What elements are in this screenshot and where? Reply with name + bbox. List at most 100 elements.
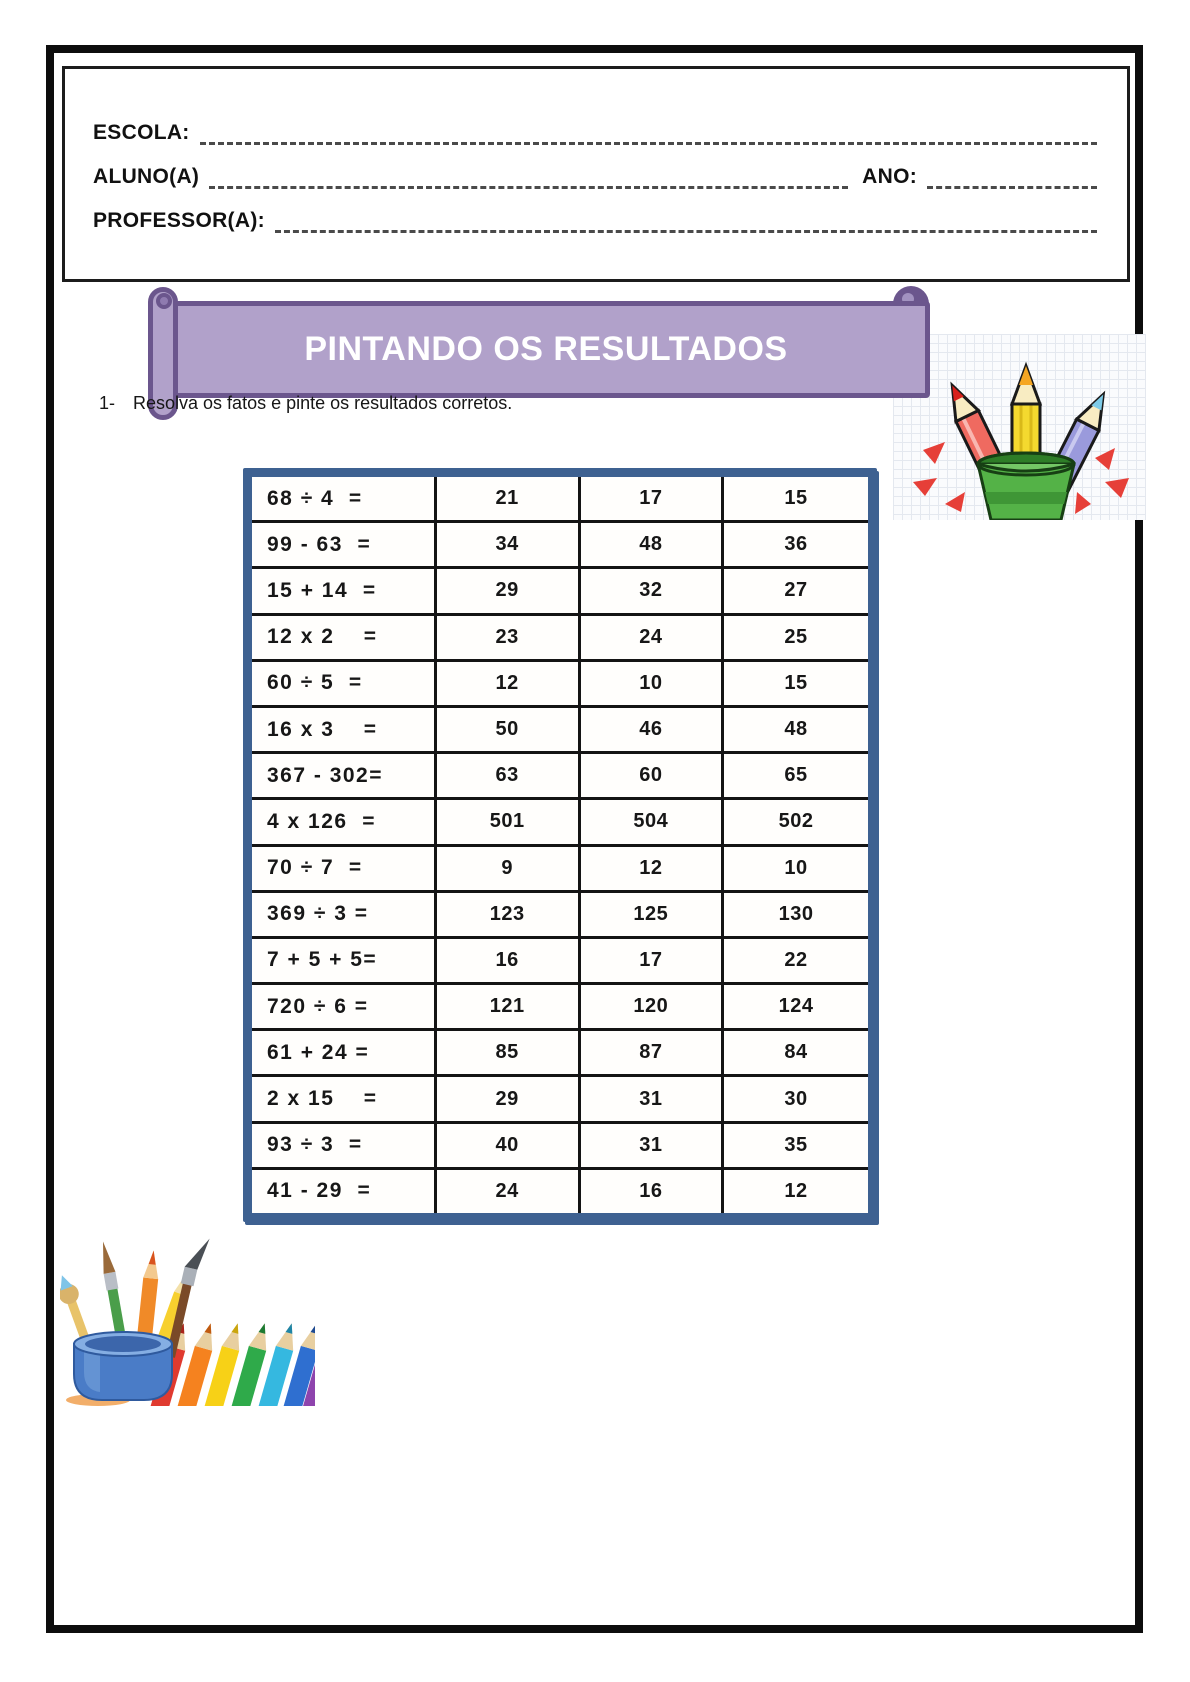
answer-option-cell[interactable]: 21	[437, 477, 581, 521]
answer-option-cell[interactable]: 46	[581, 707, 725, 752]
answer-option-cell[interactable]: 40	[437, 1123, 581, 1167]
answer-option-cell[interactable]: 34	[437, 523, 581, 567]
table-row: 61 + 24 = 85 87 84	[252, 1031, 868, 1078]
answer-option-cell[interactable]: 48	[784, 718, 808, 741]
answer-option-cell[interactable]: 22	[784, 948, 808, 971]
expression-cell: 93 ÷ 3 =	[252, 1123, 437, 1167]
field-row-escola: ESCOLA:	[93, 121, 1097, 145]
answer-option-cell[interactable]: 15	[784, 487, 808, 510]
student-info-box: ESCOLA: ALUNO(A) ANO: PROFESSOR(A):	[62, 66, 1130, 282]
paintbrushes-and-pencils-icon	[60, 1238, 315, 1406]
answer-option-cell[interactable]: 121	[437, 985, 581, 1029]
answer-option-cell[interactable]: 502	[778, 810, 814, 833]
expression-cell: 367 - 302=	[252, 754, 437, 798]
expression-cell: 68 ÷ 4 =	[252, 477, 437, 521]
expression-cell: 12 x 2 =	[252, 615, 437, 659]
answer-option-cell[interactable]: 29	[437, 1077, 581, 1121]
table-row: 4 x 126 = 501 504 502	[252, 800, 868, 847]
aluno-label: ALUNO(A)	[93, 165, 200, 189]
field-row-professor: PROFESSOR(A):	[93, 209, 1097, 234]
table-row: 99 - 63 = 34 48 36	[252, 523, 868, 570]
table-row: 15 + 14 = 29 32 27	[252, 569, 868, 616]
answer-option-cell[interactable]: 16	[581, 1169, 725, 1213]
answer-option-cell[interactable]: 35	[784, 1133, 808, 1156]
answer-option-cell[interactable]: 84	[784, 1041, 808, 1064]
expression-cell: 4 x 126 =	[252, 800, 437, 844]
answer-option-cell[interactable]: 50	[437, 707, 581, 752]
ano-label: ANO:	[862, 165, 917, 189]
expression-cell: 41 - 29 =	[252, 1169, 437, 1213]
answer-option-cell[interactable]: 10	[784, 856, 808, 879]
answer-option-cell[interactable]: 12	[437, 661, 581, 705]
answer-option-cell[interactable]: 31	[581, 1077, 725, 1121]
expression-cell: 61 + 24 =	[252, 1031, 437, 1075]
table-row: 41 - 29 = 24 16 12	[252, 1169, 868, 1213]
answer-option-cell[interactable]: 23	[437, 615, 581, 659]
answer-option-cell[interactable]: 30	[784, 1087, 808, 1110]
table-row: 2 x 15 = 29 31 30	[252, 1077, 868, 1124]
answer-option-cell[interactable]: 60	[581, 754, 725, 798]
answer-option-cell[interactable]: 29	[437, 569, 581, 613]
answer-option-cell[interactable]: 25	[784, 625, 808, 648]
table-row: 367 - 302= 63 60 65	[252, 754, 868, 801]
table-row: 12 x 2 = 23 24 25	[252, 615, 868, 662]
answer-option-cell[interactable]: 17	[581, 477, 725, 521]
answer-option-cell[interactable]: 15	[784, 671, 808, 694]
answer-option-cell[interactable]: 65	[784, 764, 808, 787]
instruction-number: 1-	[99, 393, 116, 413]
escola-label: ESCOLA:	[93, 120, 190, 144]
table-row: 70 ÷ 7 = 9 12 10	[252, 846, 868, 893]
escola-blank-line[interactable]	[199, 121, 1097, 145]
expression-cell: 60 ÷ 5 =	[252, 661, 437, 705]
table-row: 68 ÷ 4 = 21 17 15	[252, 477, 868, 524]
professor-blank-line[interactable]	[274, 209, 1097, 234]
answer-option-cell[interactable]: 501	[437, 800, 581, 844]
answer-option-cell[interactable]: 123	[437, 892, 581, 936]
answer-option-cell[interactable]: 32	[581, 569, 725, 613]
table-row: 720 ÷ 6 = 121 120 124	[252, 985, 868, 1032]
table-row: 16 x 3 = 50 46 48	[252, 707, 868, 755]
answer-option-cell[interactable]: 36	[784, 533, 808, 556]
instruction-line: 1- Resolva os fatos e pinte os resultado…	[99, 393, 512, 414]
table-row: 7 + 5 + 5= 16 17 22	[252, 938, 868, 986]
colored-pencils-in-cup-icon	[913, 361, 1129, 520]
table-row: 369 ÷ 3 = 123 125 130	[252, 892, 868, 939]
answer-option-cell[interactable]: 31	[581, 1123, 725, 1167]
answer-option-cell[interactable]: 9	[437, 846, 581, 890]
answer-option-cell[interactable]: 504	[581, 800, 725, 844]
answer-option-cell[interactable]: 63	[437, 754, 581, 798]
worksheet-table: 68 ÷ 4 = 21 17 15 99 - 63 = 34 48 36 15 + 14 = 29…	[243, 468, 877, 1222]
answer-option-cell[interactable]: 24	[581, 615, 725, 659]
table-row: 60 ÷ 5 = 12 10 15	[252, 661, 868, 708]
pencil-cup-illustration	[893, 334, 1146, 520]
answer-option-cell[interactable]: 10	[581, 661, 725, 705]
instruction-text: Resolva os fatos e pinte os resultados c…	[133, 393, 513, 413]
banner-scroll-roll-left	[148, 287, 178, 420]
answer-option-cell[interactable]: 130	[778, 902, 814, 925]
expression-cell: 70 ÷ 7 =	[252, 846, 437, 890]
answer-option-cell[interactable]: 124	[778, 995, 814, 1018]
page-title: PINTANDO OS RESULTADOS	[304, 330, 788, 368]
answer-option-cell[interactable]: 17	[581, 938, 725, 983]
answer-option-cell[interactable]: 85	[437, 1031, 581, 1075]
answer-option-cell[interactable]: 87	[581, 1031, 725, 1075]
expression-cell: 720 ÷ 6 =	[252, 985, 437, 1029]
field-row-aluno: ALUNO(A) ANO:	[93, 165, 1097, 190]
expression-cell: 16 x 3 =	[252, 707, 437, 752]
expression-cell: 99 - 63 =	[252, 523, 437, 567]
expression-cell: 7 + 5 + 5=	[252, 938, 437, 983]
answer-option-cell[interactable]: 12	[784, 1179, 808, 1202]
answer-option-cell[interactable]: 24	[437, 1169, 581, 1213]
ano-blank-line[interactable]	[927, 165, 1097, 190]
answer-option-cell[interactable]: 12	[581, 846, 725, 890]
aluno-blank-line[interactable]	[209, 165, 849, 190]
expression-cell: 2 x 15 =	[252, 1077, 437, 1121]
answer-option-cell[interactable]: 27	[784, 579, 808, 602]
answer-option-cell[interactable]: 48	[581, 523, 725, 567]
answer-option-cell[interactable]: 125	[581, 892, 725, 936]
expression-cell: 369 ÷ 3 =	[252, 892, 437, 936]
table-row: 93 ÷ 3 = 40 31 35	[252, 1123, 868, 1170]
answer-option-cell[interactable]: 120	[581, 985, 725, 1029]
answer-option-cell[interactable]: 16	[437, 938, 581, 983]
title-banner: PINTANDO OS RESULTADOS	[162, 301, 930, 398]
